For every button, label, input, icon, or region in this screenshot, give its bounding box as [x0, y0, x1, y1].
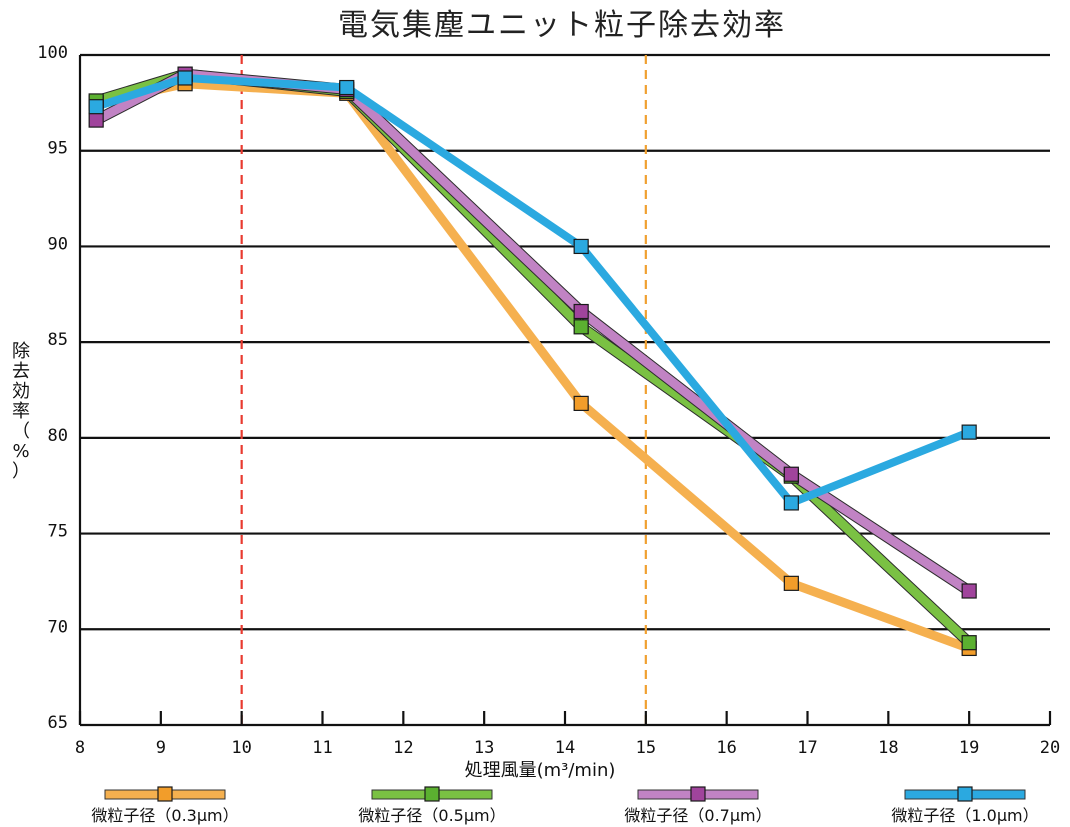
x-tick-label: 19	[959, 738, 979, 758]
x-tick-label: 12	[393, 738, 413, 758]
x-tick-label: 16	[716, 738, 736, 758]
series-outline	[94, 68, 973, 647]
y-axis-label-char: 去	[12, 361, 30, 382]
data-point	[88, 99, 104, 115]
x-tick-label: 15	[636, 738, 656, 758]
data-point	[783, 575, 799, 591]
data-point	[339, 79, 355, 96]
data-point	[88, 112, 104, 128]
x-tick-label: 18	[878, 738, 898, 758]
y-tick-label: 75	[48, 522, 68, 542]
y-tick-label: 80	[48, 426, 68, 446]
data-point	[961, 635, 977, 651]
axes: 65 70 75 80 85 90 95 100 8 9 10 11 12 13 14 15 16 17 18 19 2…	[37, 43, 1060, 758]
y-axis-label-char: 除	[12, 341, 30, 362]
y-tick-label: 65	[48, 713, 68, 733]
x-tick-label: 17	[797, 738, 817, 758]
y-axis-label: 除去効率（%）	[12, 341, 30, 482]
x-tick-label: 13	[474, 738, 494, 758]
legend-marker	[157, 786, 173, 802]
data-point	[961, 424, 977, 440]
legend-label: 微粒子径（1.0μm）	[891, 806, 1038, 825]
data-point	[573, 319, 589, 335]
legend-marker	[957, 786, 973, 802]
reference-lines	[240, 55, 647, 725]
x-tick-label: 14	[555, 738, 575, 758]
y-axis-label-char: 効	[12, 381, 30, 402]
legend-label: 微粒子径（0.3μm）	[91, 806, 238, 825]
x-tick-label: 11	[312, 738, 332, 758]
chart-title: 電気集塵ユニット粒子除去効率	[338, 8, 786, 43]
y-tick-label: 90	[48, 234, 68, 254]
data-point	[573, 395, 589, 411]
series-group	[88, 66, 977, 657]
x-tick-label: 10	[231, 738, 251, 758]
data-point	[177, 70, 193, 86]
legend-marker	[424, 786, 440, 802]
x-tick-label: 8	[75, 738, 85, 758]
x-tick-label: 9	[156, 738, 166, 758]
data-point	[573, 238, 589, 255]
x-tick-label: 20	[1040, 738, 1060, 758]
y-axis-label-char: （	[12, 421, 30, 442]
x-axis-label: 処理風量(m³/min)	[465, 760, 616, 781]
y-tick-label: 95	[48, 139, 68, 159]
data-point	[783, 495, 799, 511]
y-tick-label: 70	[48, 617, 68, 637]
data-point	[961, 583, 977, 599]
series-line	[92, 73, 974, 507]
data-point	[573, 303, 589, 320]
y-tick-label: 100	[37, 43, 68, 63]
y-axis-label-char: %	[12, 441, 29, 462]
legend-marker	[690, 786, 706, 802]
series-line	[91, 69, 974, 648]
y-axis-label-char: ）	[12, 461, 30, 482]
y-axis-label-char: 率	[12, 401, 30, 422]
legend-label: 微粒子径（0.7μm）	[624, 806, 771, 825]
y-tick-label: 85	[48, 330, 68, 350]
legend: 微粒子径（0.3μm） 微粒子径（0.5μm） 微粒子径（0.7μm） 微粒子径（1.…	[91, 786, 1039, 825]
legend-label: 微粒子径（0.5μm）	[358, 806, 505, 825]
series-line	[91, 79, 974, 653]
data-point	[783, 466, 799, 482]
